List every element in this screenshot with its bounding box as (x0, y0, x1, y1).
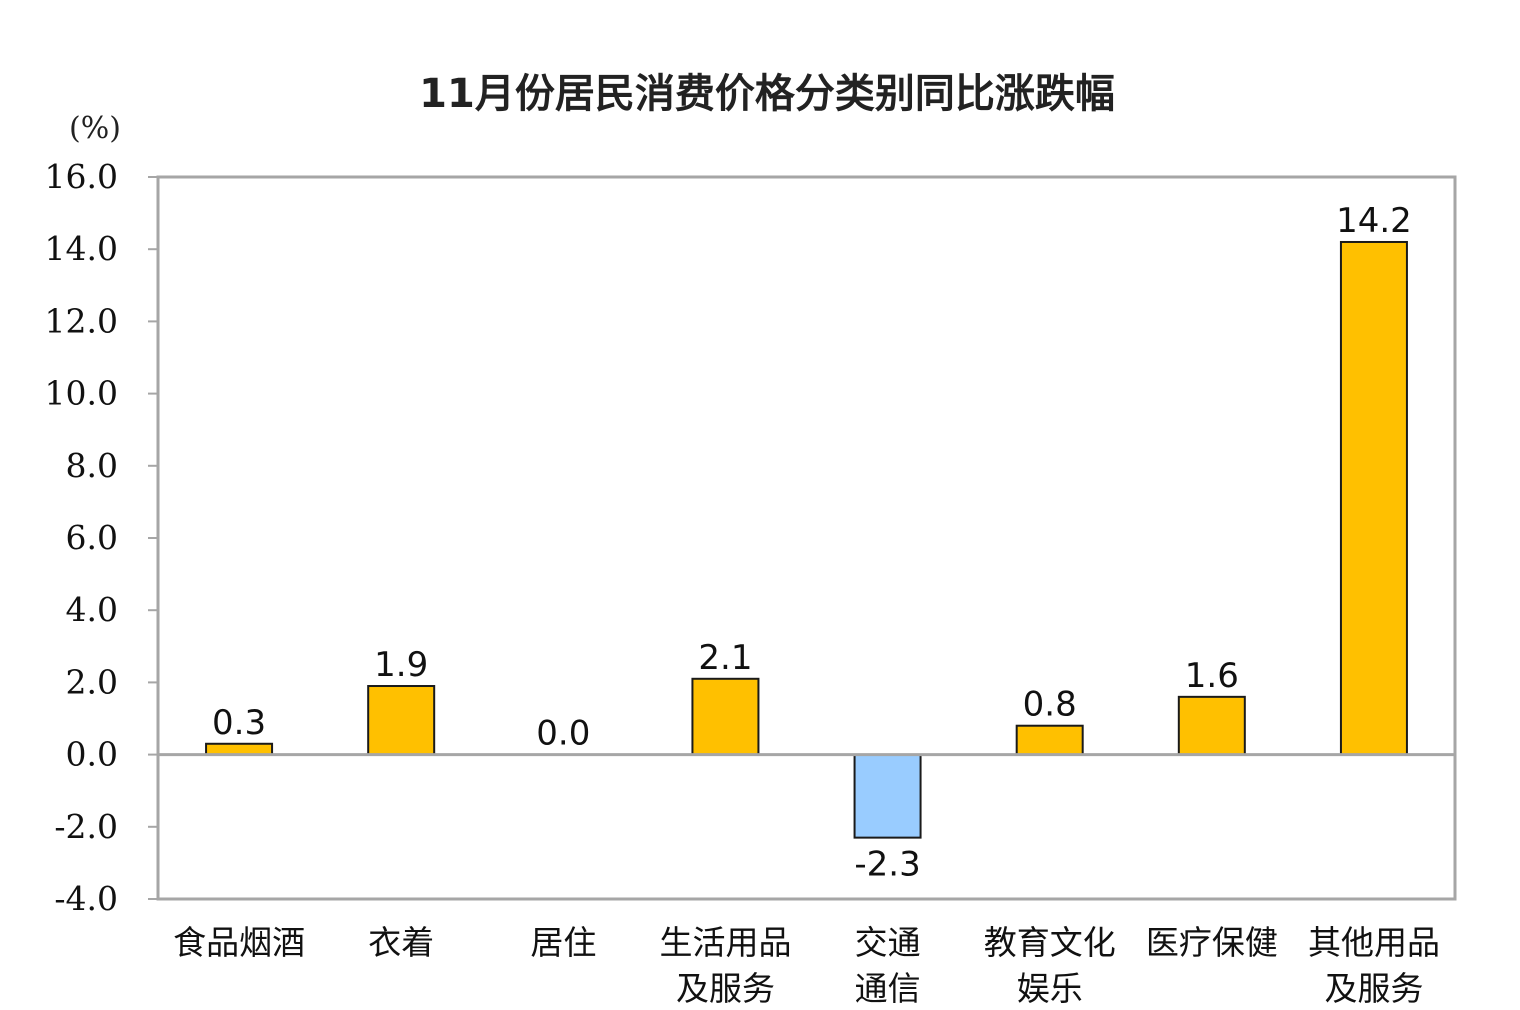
bar (367, 685, 436, 756)
y-tick-label: 0.0 (66, 735, 118, 774)
y-tick-label: -2.0 (54, 807, 118, 846)
category-label: 交通 (855, 923, 921, 962)
bar (1339, 240, 1408, 756)
category-label: 及服务 (1324, 969, 1423, 1008)
plot-area-frame (156, 175, 1457, 901)
category-label: 生活用品 (659, 923, 791, 962)
value-label: 2.1 (698, 638, 752, 678)
y-axis-unit-label: (%) (69, 111, 121, 146)
category-label: 衣着 (368, 923, 434, 962)
bar (853, 753, 922, 839)
value-label: 0.0 (536, 714, 590, 754)
y-tick-label: 8.0 (66, 446, 118, 485)
chart-title: 11月份居民消费价格分类别同比涨跌幅 (419, 71, 1115, 117)
bar (1177, 695, 1246, 756)
y-tick-label: -4.0 (54, 879, 118, 918)
category-label: 教育文化 (984, 923, 1116, 962)
y-tick-label: 2.0 (66, 662, 118, 701)
value-label: 0.8 (1023, 685, 1077, 725)
y-tick-label: 16.0 (45, 157, 118, 196)
category-label: 通信 (855, 969, 921, 1008)
y-tick-label: 6.0 (66, 518, 118, 557)
y-tick-label: 4.0 (66, 590, 118, 629)
value-label: 1.9 (374, 645, 428, 685)
value-labels: 0.3 1.9 0.0 2.1 -2.3 0.8 1.6 14.2 (212, 201, 1412, 885)
value-label: -2.3 (854, 845, 920, 885)
y-tick-label: 14.0 (45, 229, 118, 268)
y-axis-ticks: 16.0 14.0 12.0 10.0 8.0 6.0 4.0 2.0 0.0 -2.0 -4.0 (45, 157, 158, 918)
bar (1015, 724, 1084, 756)
bars (205, 240, 1408, 839)
category-label: 食品烟酒 (173, 923, 305, 962)
bar (205, 742, 274, 756)
value-label: 0.3 (212, 703, 266, 743)
category-label: 医疗保健 (1146, 923, 1278, 962)
category-label: 及服务 (676, 969, 775, 1008)
y-tick-label: 10.0 (45, 374, 118, 413)
category-label: 娱乐 (1017, 969, 1083, 1008)
category-label: 居住 (530, 923, 596, 962)
bar (691, 677, 760, 756)
value-label: 14.2 (1336, 201, 1412, 241)
y-tick-label: 12.0 (45, 301, 118, 340)
category-label: 其他用品 (1308, 923, 1440, 962)
value-label: 1.6 (1185, 656, 1239, 696)
